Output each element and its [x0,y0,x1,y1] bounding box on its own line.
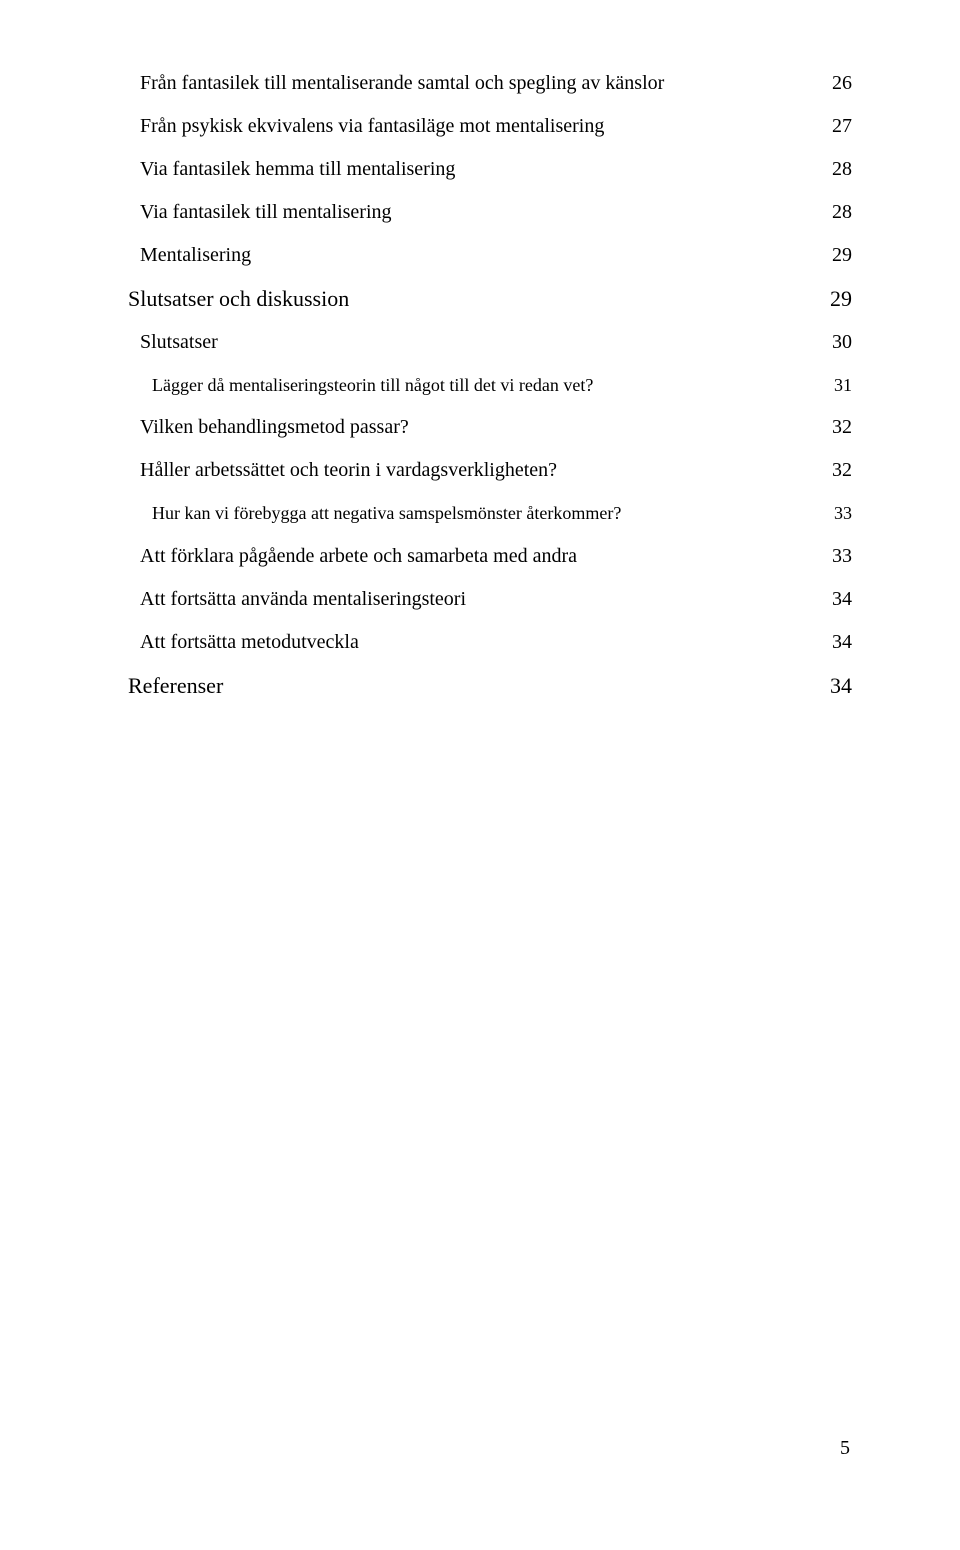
toc-entry-page: 34 [828,578,852,621]
toc-entry: Från psykisk ekvivalens via fantasiläge … [128,105,852,148]
toc-entry: Från fantasilek till mentaliserande samt… [128,62,852,105]
toc-leader-dots [218,328,828,348]
toc-entry-page: 26 [828,62,852,105]
table-of-contents: Från fantasilek till mentaliserande samt… [128,62,852,708]
toc-entry-label: Vilken behandlingsmetod passar? [140,406,409,449]
toc-entry-label: Att fortsätta metodutveckla [140,621,359,664]
toc-leader-dots [223,671,826,693]
toc-entry: Att fortsätta metodutveckla 34 [128,621,852,664]
toc-entry-page: 27 [828,105,852,148]
toc-entry-page: 32 [828,449,852,492]
toc-leader-dots [577,542,828,562]
toc-leader-dots [349,284,826,306]
toc-leader-dots [466,585,828,605]
toc-entry: Referenser 34 [128,664,852,708]
toc-leader-dots [392,198,828,218]
toc-entry-page: 28 [828,191,852,234]
toc-leader-dots [251,241,828,261]
toc-entry: Att förklara pågående arbete och samarbe… [128,535,852,578]
toc-entry: Slutsatser och diskussion 29 [128,277,852,321]
toc-leader-dots [409,413,828,433]
toc-entry-page: 33 [828,535,852,578]
toc-entry-label: Referenser [128,664,223,708]
toc-entry-label: Från fantasilek till mentaliserande samt… [140,62,664,105]
toc-entry-page: 34 [826,664,852,708]
toc-entry-page: 32 [828,406,852,449]
toc-entry-label: Att fortsätta använda mentaliseringsteor… [140,578,466,621]
toc-entry: Håller arbetssättet och teorin i vardags… [128,449,852,492]
toc-entry-page: 30 [828,321,852,364]
toc-entry: Via fantasilek hemma till mentalisering 2… [128,148,852,191]
toc-entry-label: Håller arbetssättet och teorin i vardags… [140,449,557,492]
toc-leader-dots [359,628,828,648]
page-number: 5 [840,1437,850,1460]
toc-leader-dots [604,112,828,132]
toc-entry: Hur kan vi förebygga att negativa samspe… [128,492,852,534]
toc-entry-page: 28 [828,148,852,191]
toc-entry: Vilken behandlingsmetod passar? 32 [128,406,852,449]
toc-entry-label: Hur kan vi förebygga att negativa samspe… [152,492,621,534]
toc-entry-label: Från psykisk ekvivalens via fantasiläge … [140,105,604,148]
toc-leader-dots [621,501,830,519]
toc-entry: Mentalisering 29 [128,234,852,277]
toc-leader-dots [593,373,830,391]
toc-entry-page: 34 [828,621,852,664]
toc-entry-label: Att förklara pågående arbete och samarbe… [140,535,577,578]
toc-entry-page: 31 [830,364,852,406]
toc-entry: Att fortsätta använda mentaliseringsteor… [128,578,852,621]
toc-leader-dots [455,155,828,175]
toc-entry-label: Slutsatser [140,321,218,364]
toc-entry-page: 33 [830,492,852,534]
toc-leader-dots [557,456,828,476]
toc-entry-label: Via fantasilek till mentalisering [140,191,392,234]
toc-entry: Slutsatser 30 [128,321,852,364]
toc-entry: Lägger då mentaliseringsteorin till någo… [128,364,852,406]
toc-entry-label: Via fantasilek hemma till mentalisering [140,148,455,191]
toc-entry-label: Mentalisering [140,234,251,277]
toc-entry-label: Lägger då mentaliseringsteorin till någo… [152,364,593,406]
toc-leader-dots [664,69,828,89]
toc-entry-page: 29 [826,277,852,321]
toc-entry-page: 29 [828,234,852,277]
toc-entry-label: Slutsatser och diskussion [128,277,349,321]
toc-entry: Via fantasilek till mentalisering 28 [128,191,852,234]
